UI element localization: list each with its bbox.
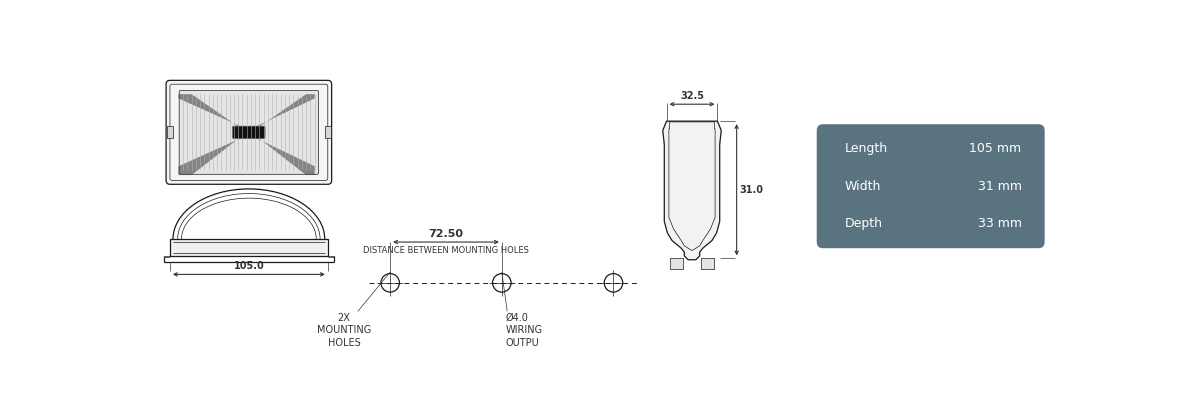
Text: DISTANCE BETWEEN MOUNTING HOLES: DISTANCE BETWEEN MOUNTING HOLES bbox=[364, 246, 529, 255]
Text: 33 mm: 33 mm bbox=[978, 217, 1021, 230]
Text: 31 mm: 31 mm bbox=[978, 180, 1021, 193]
FancyBboxPatch shape bbox=[817, 124, 1045, 248]
Bar bbox=[325, 126, 331, 138]
Text: 105 mm: 105 mm bbox=[970, 142, 1021, 156]
FancyBboxPatch shape bbox=[179, 90, 318, 174]
Text: 72.50: 72.50 bbox=[428, 229, 463, 239]
FancyBboxPatch shape bbox=[166, 80, 331, 184]
Polygon shape bbox=[179, 132, 248, 175]
Text: 31.0: 31.0 bbox=[739, 185, 763, 195]
Polygon shape bbox=[662, 121, 721, 260]
Text: Length: Length bbox=[845, 142, 888, 156]
FancyBboxPatch shape bbox=[233, 126, 265, 138]
Bar bbox=[170, 239, 328, 256]
Text: 2X
MOUNTING
HOLES: 2X MOUNTING HOLES bbox=[317, 313, 371, 348]
Text: 32.5: 32.5 bbox=[680, 91, 704, 101]
Bar bbox=[167, 126, 173, 138]
Polygon shape bbox=[179, 94, 248, 132]
Polygon shape bbox=[248, 132, 314, 175]
Text: Width: Width bbox=[845, 180, 881, 193]
Text: 105.0: 105.0 bbox=[234, 261, 264, 271]
Bar bbox=[671, 258, 683, 269]
Polygon shape bbox=[248, 94, 314, 132]
Bar bbox=[701, 258, 714, 269]
Text: Depth: Depth bbox=[845, 217, 882, 230]
Text: Ø4.0
WIRING
OUTPU: Ø4.0 WIRING OUTPU bbox=[505, 313, 542, 348]
